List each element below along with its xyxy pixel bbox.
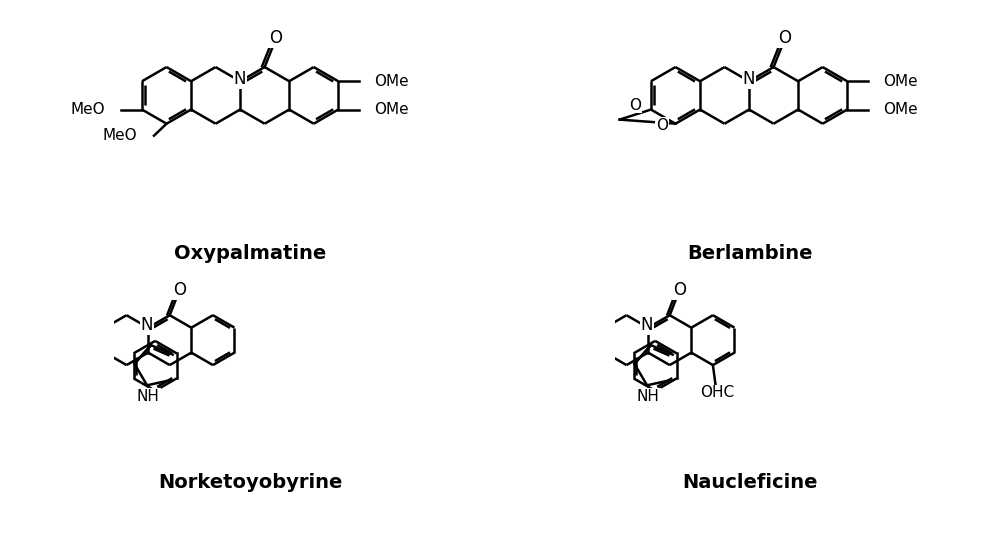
Text: N: N: [141, 316, 153, 334]
Text: O: O: [778, 29, 791, 47]
Text: NH: NH: [637, 389, 660, 404]
Text: Norketoyobyrine: Norketoyobyrine: [158, 473, 342, 492]
Text: OMe: OMe: [884, 102, 918, 117]
Text: MeO: MeO: [103, 128, 138, 143]
Text: Berlambine: Berlambine: [687, 244, 813, 263]
Text: O: O: [629, 98, 641, 113]
Text: N: N: [743, 70, 755, 88]
Text: NH: NH: [137, 389, 160, 404]
Text: OMe: OMe: [375, 74, 409, 89]
Text: N: N: [641, 316, 653, 334]
Text: OMe: OMe: [884, 74, 918, 89]
Text: O: O: [656, 118, 668, 133]
Text: O: O: [673, 281, 686, 299]
Text: O: O: [173, 281, 186, 299]
Text: OHC: OHC: [700, 385, 734, 401]
Text: Naucleficine: Naucleficine: [682, 473, 818, 492]
Text: MeO: MeO: [70, 102, 105, 117]
Text: OMe: OMe: [375, 102, 409, 117]
Text: N: N: [234, 70, 246, 88]
Text: O: O: [269, 29, 282, 47]
Text: Oxypalmatine: Oxypalmatine: [174, 244, 326, 263]
